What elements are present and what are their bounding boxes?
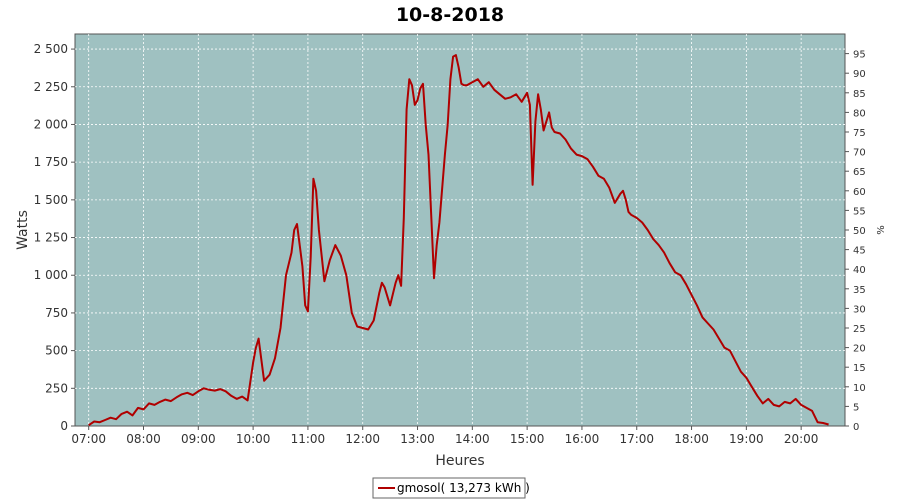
x-axis: 07:00 08:00 09:00 10:00 11:00 12:00 13:00 14:00… [71, 426, 818, 446]
y-tick-label: 1 750 [34, 155, 68, 169]
series-line [88, 54, 829, 427]
y2-tick-label: 20 [853, 344, 866, 355]
y-tick-label: 750 [45, 306, 68, 320]
y2-tick-label: 90 [853, 69, 866, 80]
y2-tick-label: 70 [853, 148, 866, 159]
x-tick-label: 10:00 [236, 432, 271, 446]
y2-tick-label: 10 [853, 383, 866, 394]
y-tick-label: 0 [60, 419, 68, 433]
y2-tick-label: 15 [853, 363, 866, 374]
y-tick-label: 2 250 [34, 80, 68, 94]
y2-tick-label: 45 [853, 246, 866, 257]
x-tick-label: 08:00 [126, 432, 161, 446]
y2-tick-label: 35 [853, 285, 866, 296]
x-tick-label: 19:00 [729, 432, 764, 446]
x-tick-label: 16:00 [565, 432, 600, 446]
y2-tick-label: 30 [853, 304, 866, 315]
x-tick-label: 17:00 [619, 432, 654, 446]
x-tick-label: 11:00 [291, 432, 326, 446]
y2-tick-label: 5 [853, 402, 859, 413]
y-tick-label: 1 500 [34, 193, 68, 207]
legend-box [372, 477, 526, 499]
y-tick-label: 2 000 [34, 117, 68, 131]
x-tick-label: 20:00 [784, 432, 819, 446]
y2-tick-label: 40 [853, 265, 866, 276]
y2-tick-label: 65 [853, 167, 866, 178]
y2-tick-label: 95 [853, 50, 866, 61]
y-tick-label: 500 [45, 344, 68, 358]
x-tick-label: 15:00 [510, 432, 545, 446]
y2-tick-label: 25 [853, 324, 866, 335]
y-axis-right: 0 5 10 15 20 25 30 35 40 45 50 55 60 65 70 75 80 85 90 95 [845, 50, 866, 433]
y-tick-label: 1 250 [34, 231, 68, 245]
y-tick-label: 250 [45, 381, 68, 395]
legend-label: gmosol( 13,273 kWh ) [397, 481, 530, 495]
x-tick-label: 12:00 [345, 432, 380, 446]
x-tick-label: 14:00 [455, 432, 490, 446]
y2-tick-label: 0 [853, 422, 859, 433]
plot-area [74, 33, 846, 427]
chart-title: 10-8-2018 [396, 4, 504, 26]
y-tick-label: 2 500 [34, 42, 68, 56]
y2-tick-label: 75 [853, 128, 866, 139]
y-tick-label: 1 000 [34, 268, 68, 282]
y-axis-label: Watts [15, 210, 31, 250]
grid-lines [75, 34, 845, 426]
x-axis-label: Heures [435, 453, 484, 469]
y2-tick-label: 80 [853, 108, 866, 119]
x-tick-label: 18:00 [674, 432, 709, 446]
y2-axis-label: % [876, 225, 887, 235]
y2-tick-label: 60 [853, 187, 866, 198]
legend: gmosol( 13,273 kWh ) [372, 477, 530, 499]
y2-tick-label: 85 [853, 89, 866, 100]
x-tick-label: 07:00 [71, 432, 106, 446]
x-tick-label: 13:00 [400, 432, 435, 446]
y2-tick-label: 55 [853, 206, 866, 217]
y-axis-left: 0 250 500 750 1 000 1 250 1 500 1 750 2 000 2 250… [34, 42, 75, 433]
x-tick-label: 09:00 [181, 432, 216, 446]
y2-tick-label: 50 [853, 226, 866, 237]
